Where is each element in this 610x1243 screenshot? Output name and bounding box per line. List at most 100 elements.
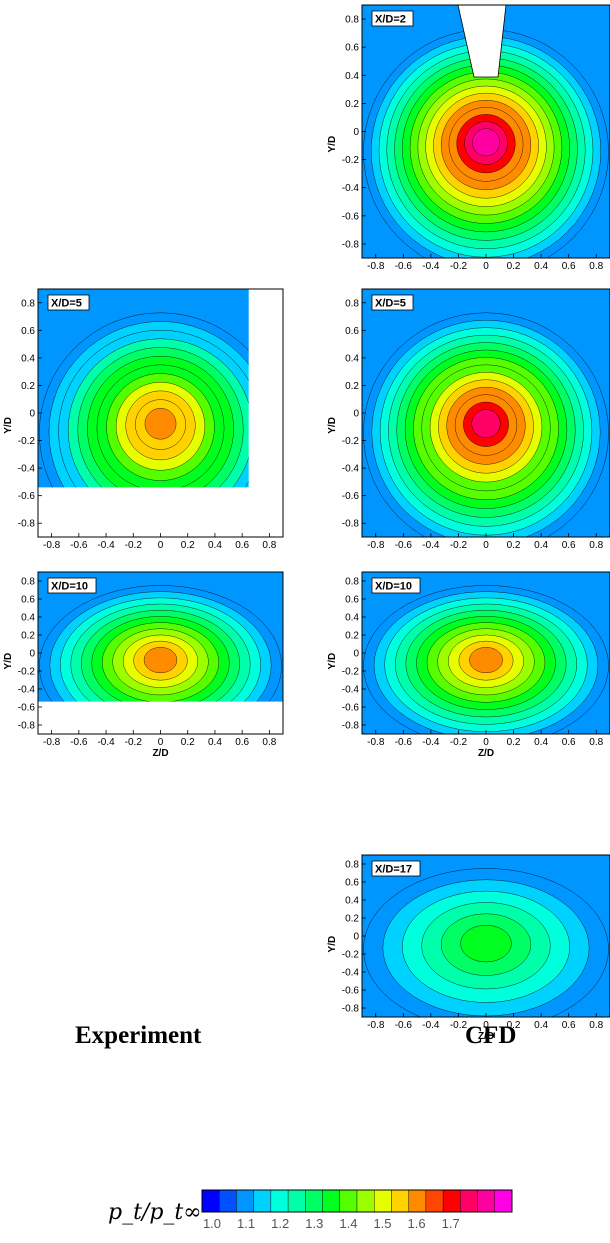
x-tick-label: -0.4 (422, 261, 440, 272)
x-tick-label: 0.4 (534, 261, 548, 272)
x-tick-label: 0 (483, 261, 489, 272)
y-tick-label: -0.6 (18, 491, 36, 502)
colorbar-swatch (201, 1189, 220, 1213)
x-tick-label: 0.8 (589, 261, 603, 272)
y-tick-label: -0.6 (18, 703, 36, 714)
y-tick-label: 0.6 (345, 595, 359, 606)
y-tick-label: 0.6 (21, 326, 35, 337)
y-tick-label: -0.8 (18, 519, 36, 530)
x-tick-label: 0 (158, 540, 164, 551)
x-tick-label: -0.4 (422, 540, 440, 551)
colorbar-swatch (391, 1189, 409, 1213)
y-tick-label: 0 (353, 649, 359, 660)
x-tick-label: 0.8 (589, 737, 603, 748)
colorbar-swatch (253, 1189, 272, 1213)
y-tick-label: -0.6 (342, 986, 360, 997)
colorbar-tick-label: 1.2 (271, 1216, 289, 1231)
x-tick-label: 0.4 (208, 737, 222, 748)
x-tick-label: 0.2 (507, 540, 521, 551)
station-label-box (47, 577, 97, 594)
colorbar-frame (201, 1189, 513, 1213)
colorbar-tick-label: 1.7 (442, 1216, 460, 1231)
y-tick-label: -0.8 (18, 721, 36, 732)
contour-field (362, 855, 610, 1017)
y-tick-label: -0.2 (18, 667, 36, 678)
colorbar-swatch (460, 1189, 478, 1213)
x-tick-label: -0.8 (43, 737, 61, 748)
panel-cfd-x2: -0.8 -0.8 -0.6 -0.6 -0.4 -0.4 -0.2 -0.2 0 0 0.2 0.2… (327, 4, 610, 272)
contour-band (472, 128, 500, 157)
contour-field (362, 572, 610, 734)
y-tick-label: 0.6 (345, 43, 359, 54)
x-tick-label: 0.2 (507, 1020, 521, 1031)
station-label: X/D=5 (51, 298, 82, 310)
x-tick-label: -0.4 (97, 540, 115, 551)
x-tick-label: 0.8 (589, 540, 603, 551)
contour-field (362, 289, 610, 537)
y-tick-label: -0.8 (342, 239, 360, 250)
x-tick-label: -0.6 (395, 540, 413, 551)
y-tick-label: 0 (353, 127, 359, 138)
y-tick-label: 0.4 (21, 613, 35, 624)
colorbar-tick-label: 1.6 (408, 1216, 426, 1231)
panel-cfd-x10: -0.8 -0.8 -0.6 -0.6 -0.4 -0.4 -0.2 -0.2 0 0 0.2 0.2… (327, 571, 610, 759)
contour-band (460, 924, 512, 963)
y-tick-label: 0.8 (345, 860, 359, 871)
y-tick-label: 0.4 (345, 71, 359, 82)
x-tick-label: 0 (483, 737, 489, 748)
y-tick-label: 0.2 (21, 631, 35, 642)
x-tick-label: -0.8 (43, 540, 61, 551)
colorbar-swatch (408, 1189, 427, 1213)
panel-cfd-x5: -0.8 -0.8 -0.6 -0.6 -0.4 -0.4 -0.2 -0.2 0 0 0.2 0.2… (327, 288, 610, 551)
no-data-region (248, 289, 283, 537)
y-tick-label: -0.6 (342, 211, 360, 222)
x-tick-label: -0.8 (367, 737, 385, 748)
y-tick-label: -0.2 (342, 667, 360, 678)
y-tick-label: -0.8 (342, 1004, 360, 1015)
y-tick-label: 0 (29, 649, 35, 660)
y-tick-label: -0.2 (18, 436, 36, 447)
colorbar-swatch (270, 1189, 289, 1213)
y-tick-label: -0.2 (342, 155, 360, 166)
x-tick-label: -0.2 (450, 540, 468, 551)
y-tick-label: 0.8 (345, 577, 359, 588)
y-axis-label: Y/D (3, 653, 14, 670)
colorbar-swatch (339, 1189, 358, 1213)
station-label-box (371, 577, 421, 594)
y-tick-label: 0 (353, 932, 359, 943)
x-tick-label: 0.4 (208, 540, 222, 551)
y-tick-label: 0.2 (345, 631, 359, 642)
x-tick-label: 0.6 (562, 1020, 576, 1031)
x-tick-label: 0.8 (262, 737, 276, 748)
x-tick-label: 0.2 (181, 540, 195, 551)
x-tick-label: 0.6 (562, 737, 576, 748)
colorbar-tick-label: 1.5 (373, 1216, 391, 1231)
y-tick-label: -0.4 (342, 968, 360, 979)
x-tick-label: 0 (483, 540, 489, 551)
colorbar-title: p_t/p_t∞ (108, 1200, 202, 1225)
x-tick-label: 0.2 (507, 261, 521, 272)
colorbar-tick-label: 1.1 (237, 1216, 255, 1231)
x-tick-label: -0.4 (422, 737, 440, 748)
colorbar-swatch (425, 1189, 444, 1213)
y-tick-label: -0.2 (342, 436, 360, 447)
station-label: X/D=2 (375, 14, 406, 26)
y-tick-label: 0.2 (345, 99, 359, 110)
y-tick-label: 0.6 (345, 878, 359, 889)
contour-band (143, 647, 178, 674)
column-label-experiment: Experiment (75, 1022, 202, 1049)
station-label: X/D=10 (375, 581, 412, 593)
colorbar-swatch (236, 1189, 254, 1213)
x-tick-label: -0.2 (125, 540, 143, 551)
x-tick-label: -0.8 (367, 261, 385, 272)
x-tick-label: -0.8 (367, 540, 385, 551)
station-label: X/D=10 (51, 581, 88, 593)
contour-band (144, 408, 177, 440)
x-axis-label: Z/D (152, 748, 168, 759)
x-tick-label: 0.6 (562, 261, 576, 272)
station-label: X/D=17 (375, 864, 412, 876)
x-tick-label: -0.6 (395, 737, 413, 748)
station-label-box (371, 294, 414, 311)
contour-field (38, 289, 283, 537)
x-tick-label: 0.6 (235, 737, 249, 748)
